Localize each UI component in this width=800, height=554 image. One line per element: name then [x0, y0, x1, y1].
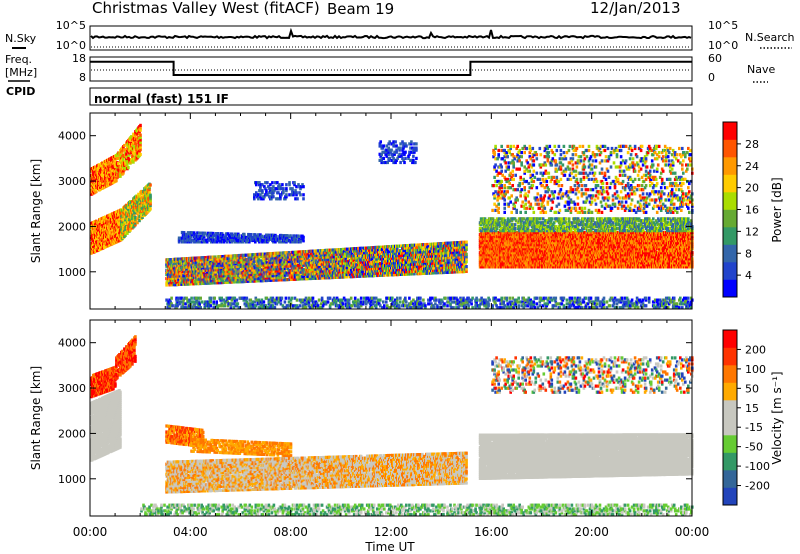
date-title: 12/Jan/2013: [590, 0, 681, 17]
power-echo-cell: [139, 153, 142, 156]
cpid-text: normal (fast) 151 IF: [94, 92, 229, 106]
cpid-panel: normal (fast) 151 IF: [90, 88, 692, 106]
power-echo-cell: [115, 179, 118, 182]
power-echo-cell: [149, 183, 152, 186]
power-echo-cell: [250, 233, 253, 236]
freq-panel: 18 8 60 0: [72, 52, 722, 84]
noise-panel: 10^5 10^0 10^5 10^0: [56, 19, 738, 52]
nave-label: Nave: [747, 63, 775, 76]
freq-right-tick-top: 60: [708, 52, 722, 65]
freq-right-tick-bottom: 0: [708, 71, 715, 84]
power-echo-cell: [243, 233, 246, 236]
freq-panel-frame: [90, 57, 692, 81]
freq-unit-label: [MHz]: [5, 66, 37, 79]
freq-series-line: [90, 62, 692, 75]
freq-left-tick-bottom: 8: [79, 71, 86, 84]
power-echo-cell: [238, 234, 241, 237]
nsky-series-line: [91, 30, 691, 38]
power-echo-cell: [302, 239, 305, 242]
power-echo-cell: [149, 207, 152, 210]
power-echo-cell: [465, 241, 468, 244]
power-echo-cell: [465, 253, 468, 256]
noise-left-tick-bottom: 10^0: [56, 39, 86, 52]
power-echo-cell: [139, 134, 142, 137]
power-echo-cell: [139, 124, 142, 127]
cpid-label: CPID: [6, 85, 35, 98]
freq-left-tick-top: 18: [72, 52, 86, 65]
beam-title: Beam 19: [327, 0, 394, 18]
power-echo-cell: [302, 236, 305, 239]
power-echo-cell: [465, 265, 468, 268]
nsearch-label: N.Search: [745, 31, 795, 44]
power-echo-cell: [127, 166, 130, 169]
noise-right-tick-top: 10^5: [708, 19, 738, 32]
noise-left-tick-top: 10^5: [56, 19, 86, 32]
nsky-label: N.Sky: [5, 32, 37, 45]
station-title: Christmas Valley West (fitACF): [92, 0, 320, 17]
freq-label: Freq.: [5, 53, 32, 66]
power-echo-cell: [297, 235, 300, 238]
noise-right-tick-bottom: 10^0: [708, 39, 738, 52]
power-echo-cell: [149, 194, 152, 197]
